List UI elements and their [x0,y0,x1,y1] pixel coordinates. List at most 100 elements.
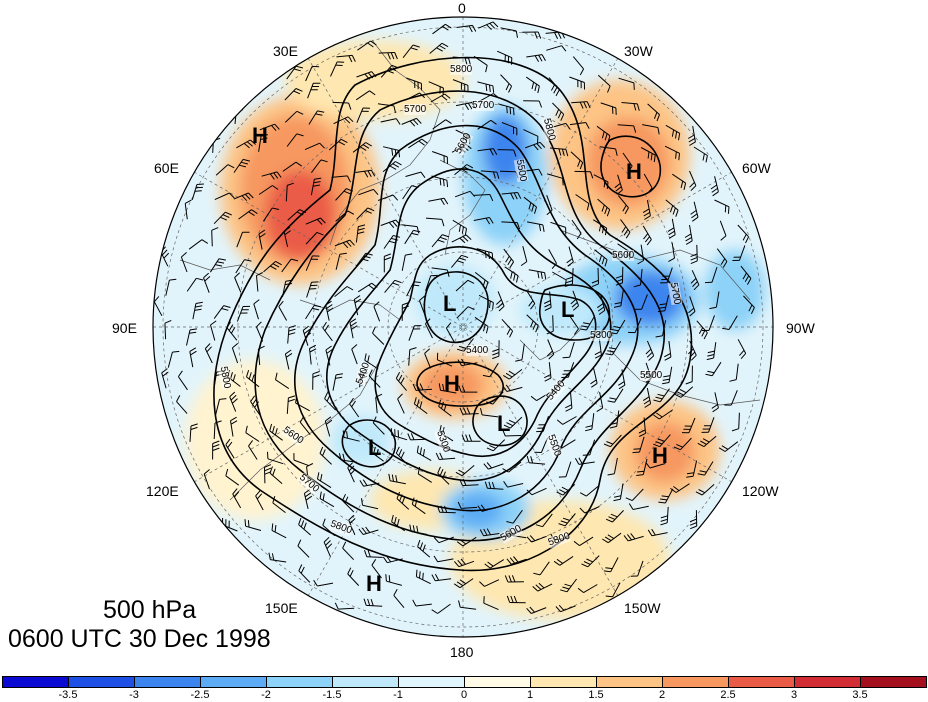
wind-barb-feather [655,441,663,445]
wind-barb [473,217,490,221]
wind-barb [248,445,258,460]
wind-barb [356,107,364,123]
wind-barb-feather [407,433,411,441]
wind-barb-feather [653,154,656,163]
wind-barb-feather [456,581,464,587]
wind-barb [462,484,479,487]
wind-barb-feather [683,182,687,191]
wind-barb [438,406,452,417]
wind-barb [631,488,644,501]
wind-barb [598,339,602,355]
wind-barb [480,170,497,173]
wind-barb-feather [370,40,377,46]
wind-barb [477,148,494,152]
wind-barb-feather [605,518,613,523]
wind-barb-feather [268,552,271,560]
wind-barb [548,249,557,264]
wind-barb-feather [516,222,521,230]
wind-barb-feather [581,325,589,328]
wind-barb-feather [412,525,415,533]
wind-barb-feather [529,535,536,542]
wind-barb-feather [485,217,491,225]
wind-barb-feather [459,579,467,585]
wind-barb [362,504,379,510]
wind-barb [167,351,173,368]
wind-barb [386,580,403,586]
wind-barb-feather [516,275,519,283]
lon-label-60e: 60E [154,160,179,176]
wind-barb-feather [505,384,511,391]
wind-barb-feather [664,356,672,361]
wind-barb-feather [622,204,627,212]
wind-barb-feather [241,195,248,202]
wind-barb-feather [256,493,263,500]
wind-barb-feather [194,190,202,192]
wind-barb-feather [586,203,590,211]
contour-label: 5300 [590,330,613,341]
wind-barb-feather [288,328,296,332]
wind-barb-feather [320,217,326,224]
wind-barb-feather [314,177,322,180]
wind-barb-feather [394,52,398,60]
wind-barb [393,595,405,609]
wind-barb-feather [349,397,354,405]
wind-barb [547,173,563,179]
wind-barb-feather [579,492,587,497]
wind-barb-feather [555,606,561,613]
wind-barb-feather [591,283,599,288]
wind-barb-feather [643,233,649,240]
wind-barb [666,506,669,523]
wind-barb-feather [489,194,494,202]
wind-barb-feather [431,574,436,582]
wind-barb-feather [393,105,396,113]
wind-barb [509,416,523,429]
wind-barb-feather [607,473,615,476]
wind-barb-feather [515,30,518,38]
wind-barb-feather [526,536,532,543]
wind-barb-feather [416,118,422,124]
wind-barb [213,305,225,319]
wind-barb-feather [342,453,345,461]
wind-barb-feather [553,560,561,566]
wind-barb-feather [601,257,605,265]
wind-barb [324,398,337,411]
wind-barb-feather [306,463,314,468]
wind-barb-feather [291,258,299,262]
wind-barb [489,559,505,569]
wind-barb-feather [685,236,692,242]
wind-barb-feather [287,182,294,186]
wind-barb-feather [486,528,491,535]
wind-barb-feather [538,224,542,232]
wind-barb [278,306,288,321]
wind-barb-feather [607,400,615,403]
wind-barb-feather [324,416,332,422]
wind-barb-feather [727,206,730,214]
wind-barb [303,493,309,510]
wind-barb-feather [437,239,445,243]
wind-barb-feather [506,422,514,427]
wind-barb [567,362,575,378]
wind-barb-feather [489,22,496,29]
wind-barb-feather [695,491,703,496]
wind-barb [343,436,360,442]
wind-barb [571,101,588,104]
wind-barb-feather [395,475,398,483]
wind-barb [680,437,692,451]
wind-barb-feather [392,220,398,227]
wind-barb [618,77,635,84]
wind-barb [528,269,545,274]
wind-barb [435,578,452,582]
wind-barb-feather [489,148,494,156]
wind-barb-feather [660,498,668,501]
wind-barb [417,473,432,483]
wind-barb-feather [302,325,310,331]
wind-barb-feather [530,320,534,328]
wind-barb-feather [498,305,505,312]
wind-barb-feather [433,537,440,544]
wind-barb [259,123,275,131]
wind-barb [568,246,574,263]
colorbar-swatch [464,676,531,688]
wind-barb-feather [388,473,391,481]
wind-barb [382,161,396,173]
wind-barb-feather [246,141,253,147]
